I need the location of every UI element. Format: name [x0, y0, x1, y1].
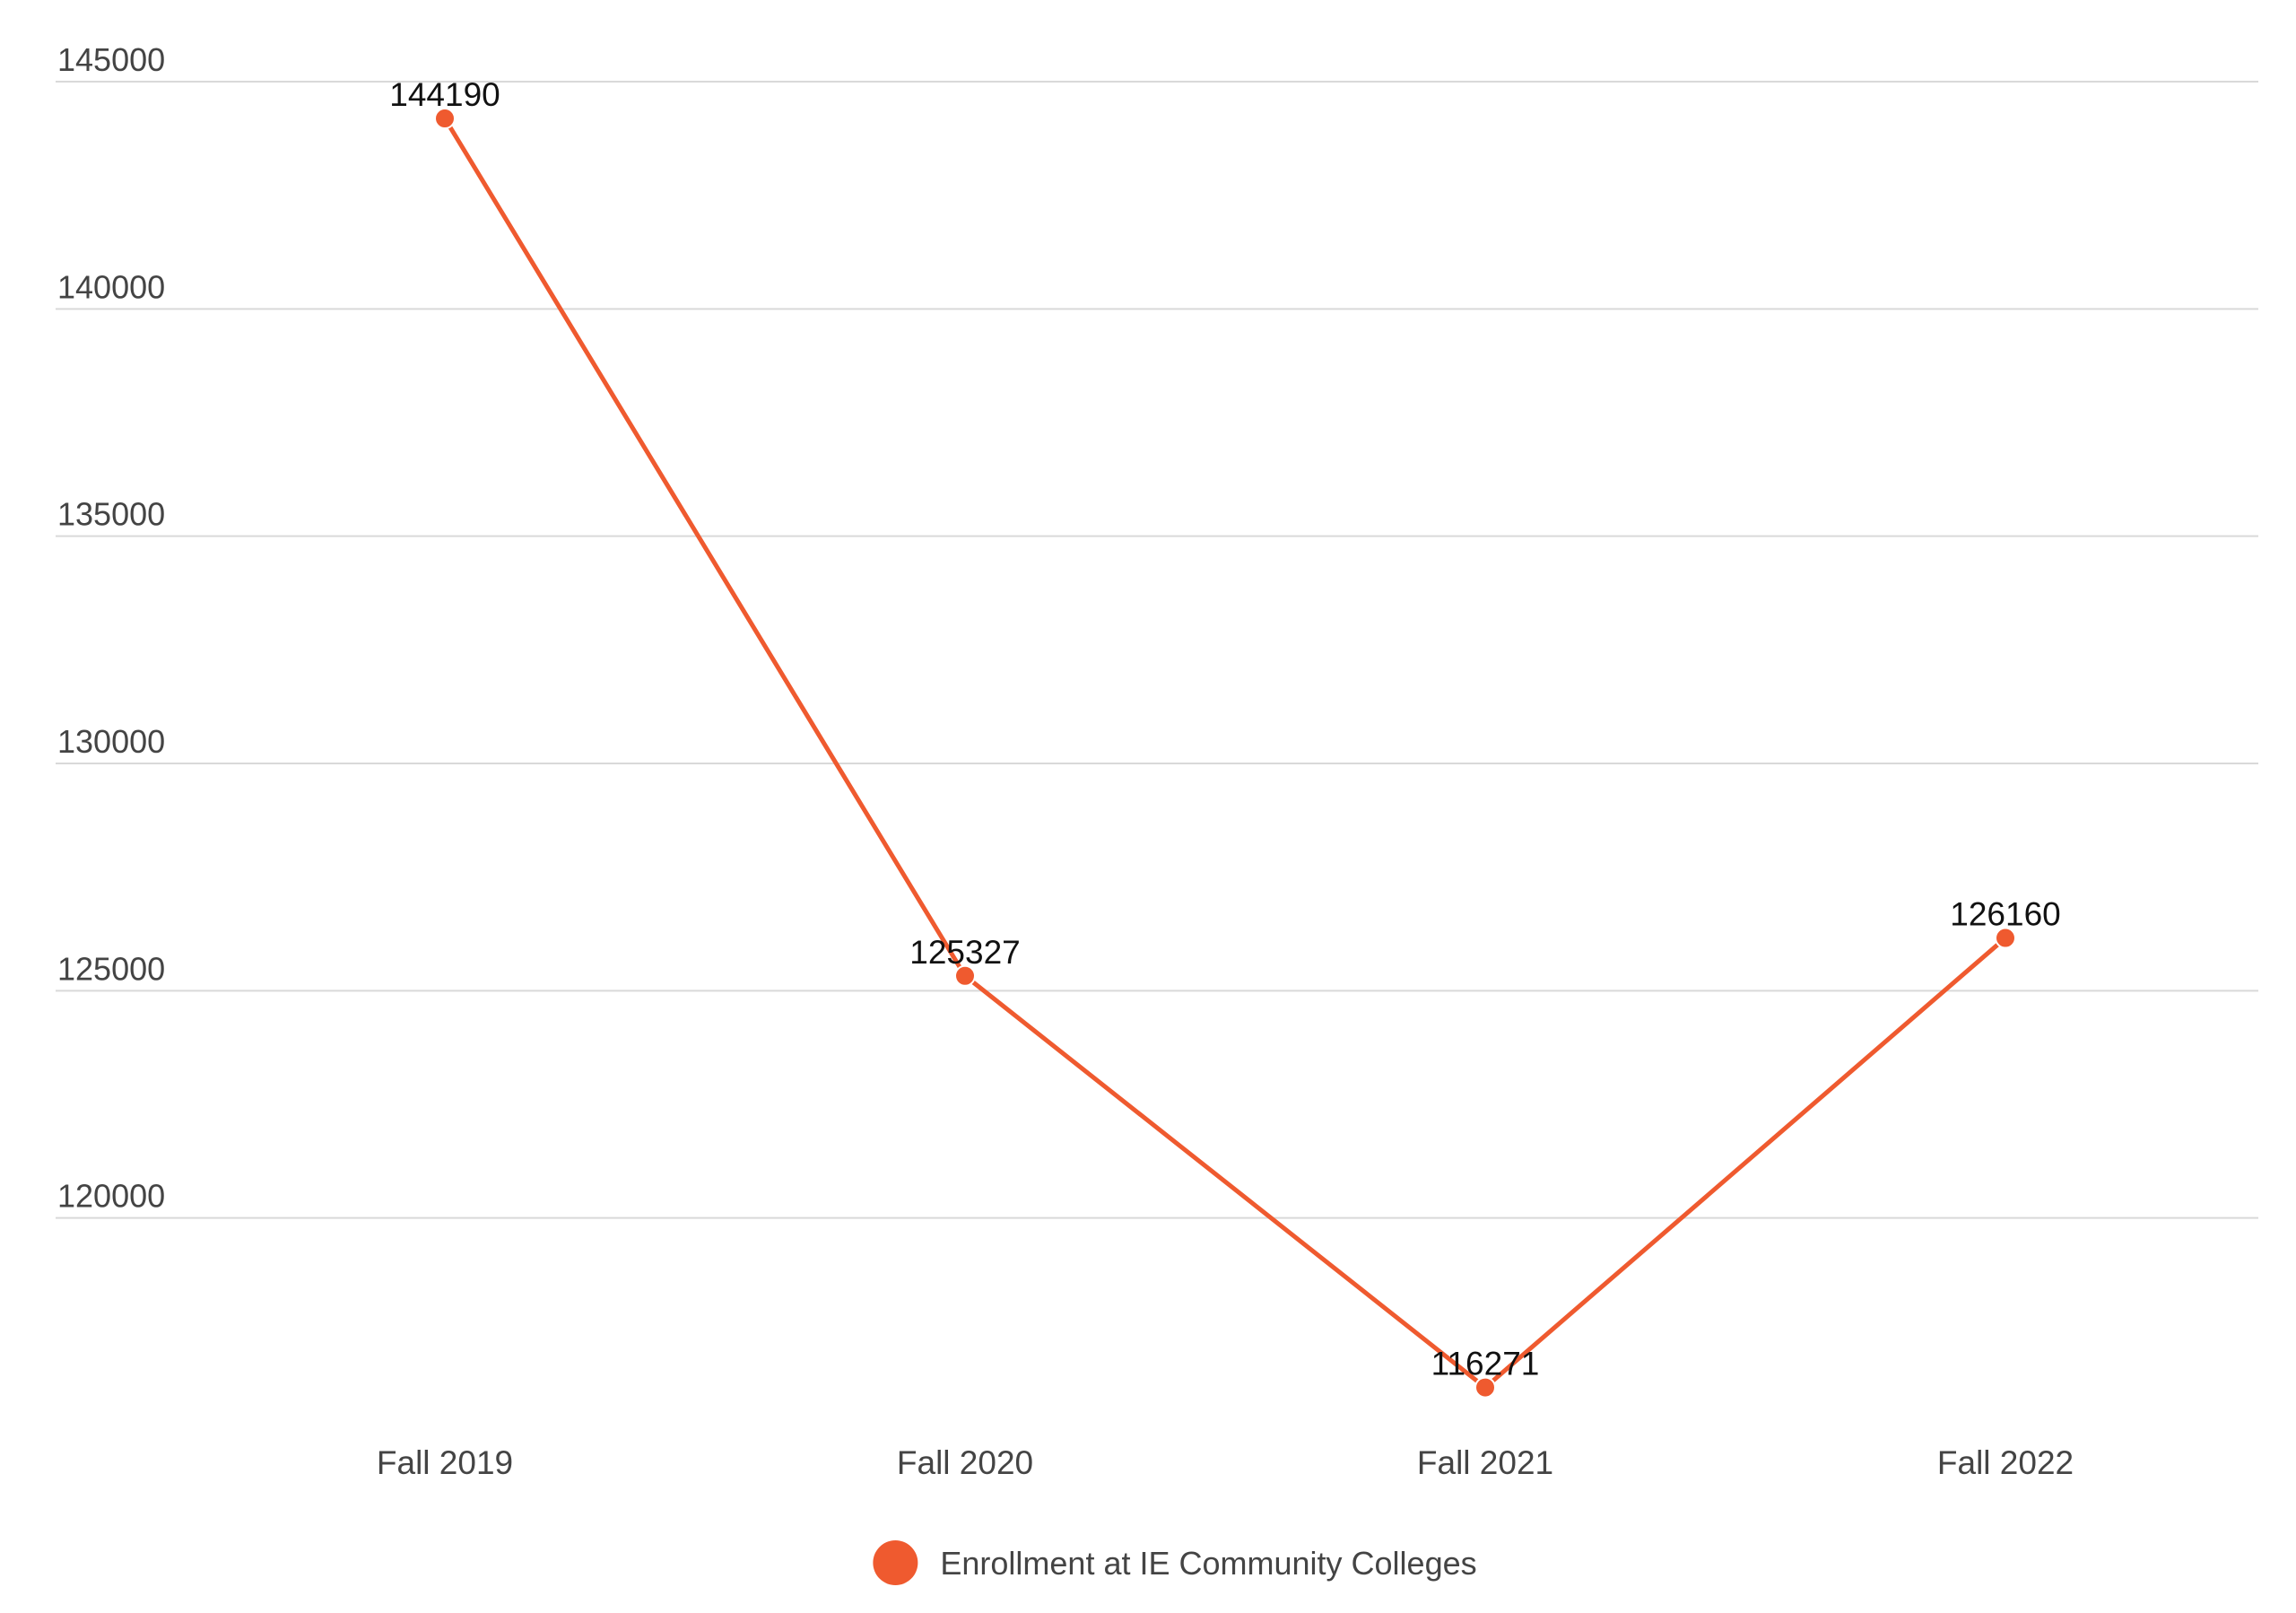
data-point[interactable] [1474, 1376, 1496, 1399]
data-point[interactable] [434, 108, 456, 130]
x-tick-label: Fall 2020 [897, 1444, 1033, 1481]
data-point[interactable] [954, 964, 976, 987]
y-tick-label: 135000 [57, 496, 165, 533]
x-axis-ticks: Fall 2019 Fall 2020 Fall 2021 Fall 2022 [377, 1444, 2074, 1481]
y-tick-label: 140000 [57, 268, 165, 305]
data-label: 126160 [1950, 896, 2060, 933]
data-point[interactable] [1995, 927, 2016, 949]
x-tick-label: Fall 2022 [1937, 1444, 2074, 1481]
legend-marker [873, 1540, 918, 1585]
data-label: 125327 [909, 934, 1020, 971]
x-tick-label: Fall 2019 [377, 1444, 513, 1481]
y-tick-label: 125000 [57, 950, 165, 987]
gridlines [56, 81, 2258, 1219]
data-label: 144190 [389, 76, 500, 113]
legend[interactable]: Enrollment at IE Community Colleges [873, 1540, 1477, 1585]
y-tick-label: 130000 [57, 723, 165, 760]
x-tick-label: Fall 2021 [1417, 1444, 1553, 1481]
data-labels: 144190 125327 116271 126160 [389, 76, 2060, 1382]
y-tick-label: 120000 [57, 1178, 165, 1215]
series-line [442, 117, 2007, 1391]
series-layer [434, 108, 2016, 1399]
y-tick-label: 145000 [57, 41, 165, 78]
data-label: 116271 [1431, 1346, 1540, 1382]
legend-label: Enrollment at IE Community Colleges [940, 1545, 1476, 1582]
y-axis-ticks: 120000 125000 130000 135000 140000 145000 [57, 41, 165, 1215]
